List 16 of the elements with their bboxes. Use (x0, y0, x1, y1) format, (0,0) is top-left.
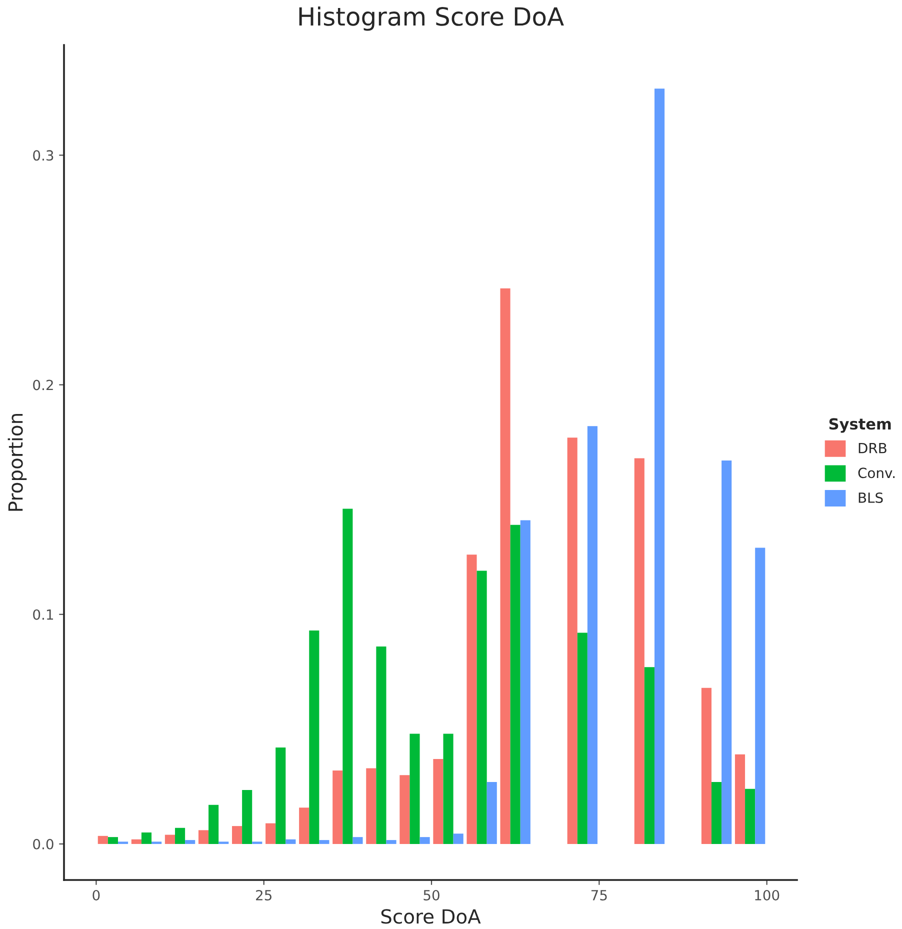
legend-label: BLS (858, 492, 883, 503)
x-tick-label: 100 (755, 890, 780, 900)
x-tick-label: 50 (424, 890, 440, 900)
x-tick-label: 75 (591, 890, 607, 900)
y-tick-label: 0.1 (33, 609, 53, 620)
y-tick-label: 0.3 (33, 150, 54, 161)
x-axis-title: Score DoA (381, 909, 481, 924)
x-tick-label: 0 (92, 890, 100, 900)
chart-title: Histogram Score DoA (299, 6, 564, 31)
y-tick-label: 0.0 (33, 838, 54, 850)
x-tick-label: 25 (256, 890, 272, 900)
legend-title: System (829, 418, 891, 433)
y-axis-title: Proportion (8, 414, 27, 511)
legend-label: DRB (858, 443, 886, 454)
legend-label: Conv. (858, 468, 895, 478)
y-tick-label: 0.2 (33, 380, 53, 390)
